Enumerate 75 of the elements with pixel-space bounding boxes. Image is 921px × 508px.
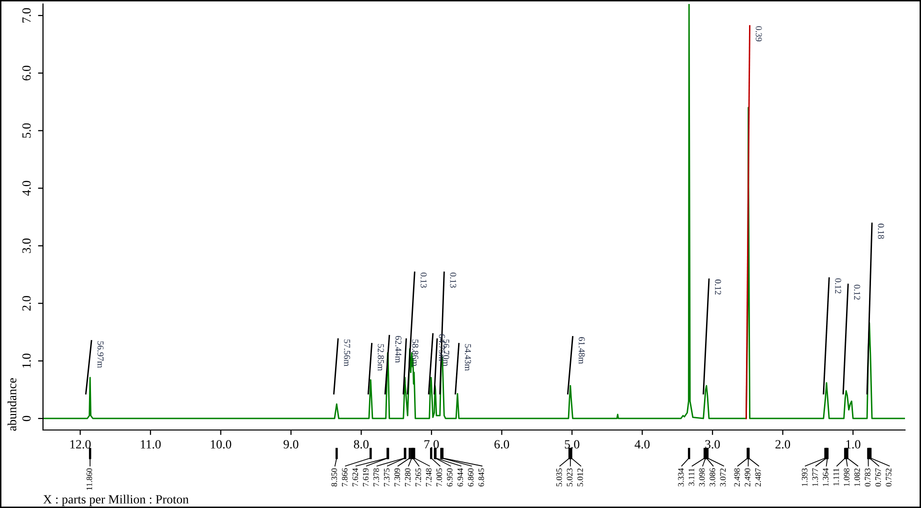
annotation: 1.393 [802,468,808,486]
annotation: 7.248 [426,468,432,486]
annotation: 3.334 [678,468,684,486]
annotation: 2.487 [755,468,761,486]
annotation: 52.85m [378,344,384,371]
annotation: 1.082 [854,468,860,486]
annotation: 11.860 [86,468,92,490]
x-tick-label: 1.0 [846,440,860,449]
annotation: 7.378 [373,468,380,486]
x-tick-label: 3.0 [705,440,720,449]
annotation: 5.023 [566,468,572,486]
annotation: 7.265 [415,468,422,486]
line-series [43,4,905,420]
annotation: 3.072 [720,468,726,486]
y-tick-label: 2.0 [22,296,31,311]
annotation: 8.350 [331,468,338,486]
annotation: 3.111 [688,468,694,486]
y-tick-label: 6.0 [22,66,31,80]
annotation: 0.13 [420,272,427,288]
annotation: 61.48m [578,337,585,364]
y-tick-label: 7.0 [22,8,31,22]
annotation: 5.035 [556,468,562,486]
annotation: 2.498 [734,468,740,486]
x-tick-label: 5.0 [564,440,580,449]
x-tick-label: 12.0 [70,440,91,449]
annotation: 0.783 [864,468,870,486]
x-tick-label: 4.0 [634,440,650,449]
annotation: 7.624 [352,468,358,486]
annotation: 1.111 [833,468,839,486]
annotation: 58.86m [412,340,418,366]
x-tick-label: 9.0 [284,440,298,449]
annotation: 1.364 [822,468,828,486]
x-tick-label: 2.0 [775,440,790,449]
y-tick-label: 0 [22,416,31,422]
annotation: 5.012 [577,468,583,486]
x-tick-label: 10.0 [210,440,232,449]
annotation: 0.18 [878,224,884,239]
annotation: 6.944 [457,468,464,486]
annotation: 0.12 [835,278,842,294]
annotation: 62.44m [395,336,402,363]
annotation: 1.377 [812,468,818,486]
annotation: 1.098 [844,468,850,486]
annotation: 6.860 [468,468,474,486]
x-tick-label: 11.0 [140,440,161,449]
annotation: 7.005 [436,468,442,486]
annotation: 64.75m [438,334,445,362]
annotation: 7.619 [362,468,369,486]
annotation: 57.56m [344,340,350,366]
annotation: 0.39 [756,26,762,42]
annotation: 0.12 [714,280,722,294]
annotation: 56.97m [97,341,104,368]
annotation: 7.866 [342,468,348,486]
y-tick-label: 1.0 [22,354,31,368]
annotation: 0.767 [875,468,881,486]
annotation: 7.309 [394,468,400,486]
annotation: 3.098 [699,468,705,486]
y-tick-label: 3.0 [22,238,31,253]
annotation: 6.950 [446,468,453,486]
x-tick-label: 6.0 [494,440,510,449]
y-tick-label: 4.0 [22,180,31,196]
x-tick-label: 8.0 [354,440,369,449]
y-axis-title: abundance [8,378,16,431]
annotation: 0.752 [886,468,892,486]
annotation: 7.280 [404,468,411,486]
y-tick-label: 5.0 [22,123,31,138]
annotation: 56.70m [443,340,450,366]
annotation: 3.086 [710,468,716,486]
annotation: 0.13 [450,272,456,288]
x-axis-title: X : parts per Million : Proton [43,494,189,506]
annotation: 6.845 [478,468,484,486]
annotation: 54.43m [464,344,471,371]
annotation: 7.375 [384,468,390,486]
annotation: 2.490 [744,468,750,486]
x-tick-label: 7.0 [424,440,439,449]
annotation: 0.12 [854,284,860,300]
